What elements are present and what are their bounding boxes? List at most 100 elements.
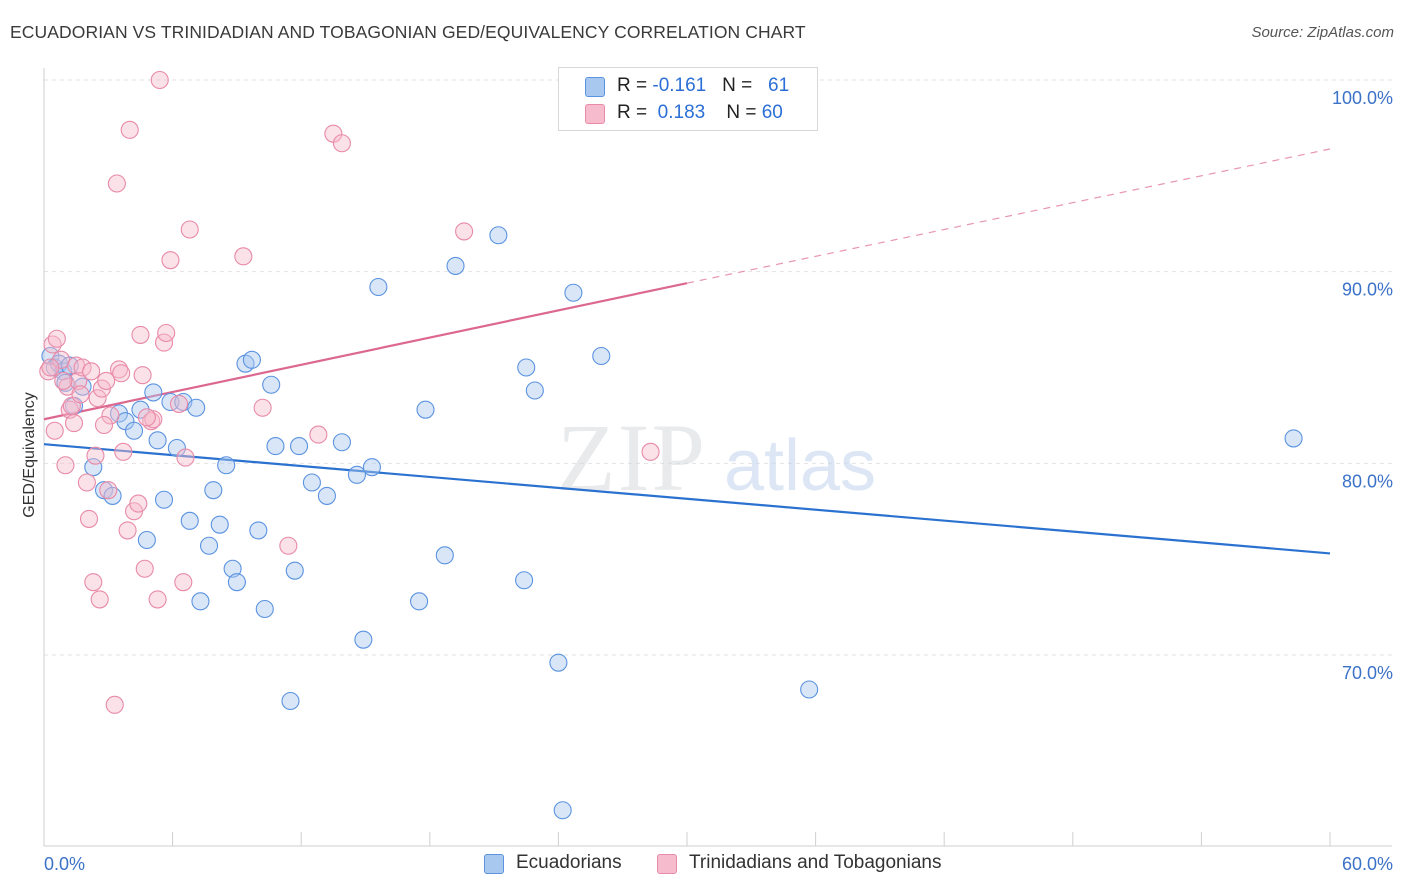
- data-point: [253, 398, 272, 417]
- data-point: [249, 521, 268, 540]
- data-point: [800, 680, 819, 699]
- data-point: [489, 226, 508, 245]
- data-point: [131, 325, 150, 344]
- data-point: [210, 515, 229, 534]
- data-point: [77, 473, 96, 492]
- data-point: [332, 134, 351, 153]
- trend-line: [43, 443, 1331, 555]
- legend-n-value: 61: [768, 75, 790, 96]
- legend-r-label: R =: [617, 75, 653, 96]
- data-point: [242, 350, 261, 369]
- data-point: [88, 389, 107, 408]
- data-point: [309, 425, 328, 444]
- data-point: [416, 400, 435, 419]
- legend-n-value: 60: [761, 102, 783, 123]
- data-point: [112, 364, 131, 383]
- data-point: [266, 437, 285, 456]
- y-tick-label: 80.0%: [1342, 471, 1393, 491]
- y-tick-label: 70.0%: [1342, 663, 1393, 683]
- data-point: [120, 120, 139, 139]
- data-point: [592, 346, 611, 366]
- data-point: [45, 421, 64, 440]
- data-point: [150, 70, 169, 90]
- data-point: [455, 222, 474, 241]
- data-point: [157, 323, 176, 343]
- data-point: [187, 398, 206, 417]
- data-point: [180, 220, 199, 239]
- data-point: [84, 573, 103, 592]
- legend-r-value: 0.183: [657, 102, 706, 123]
- correlation-legend: R = -0.161 N = 61 R = 0.183 N = 60: [558, 67, 818, 131]
- data-point: [107, 174, 126, 193]
- data-point: [332, 433, 351, 452]
- data-point: [285, 561, 304, 580]
- data-point: [56, 456, 75, 475]
- data-point: [73, 358, 92, 377]
- data-point: [94, 415, 114, 435]
- data-point: [133, 366, 152, 385]
- legend-swatch-trinidadians: [585, 104, 605, 124]
- x-tick-labels: 0.0% 60.0%: [44, 854, 1393, 874]
- data-point: [86, 446, 105, 465]
- data-point: [82, 362, 101, 381]
- data-point: [99, 481, 118, 500]
- bottom-legend-swatch-ecuadorians: [484, 854, 504, 874]
- data-point: [446, 256, 465, 275]
- trend-line-extension: [686, 148, 1331, 284]
- data-point: [227, 573, 246, 592]
- data-point: [1284, 429, 1303, 448]
- data-point: [410, 592, 429, 611]
- data-point: [114, 442, 133, 461]
- data-point: [124, 421, 144, 440]
- data-point: [302, 473, 321, 492]
- legend-r-label: R =: [617, 102, 653, 123]
- data-point: [137, 530, 156, 550]
- legend-r-value: -0.161: [652, 75, 707, 96]
- data-point: [354, 630, 373, 649]
- data-point: [161, 251, 180, 270]
- data-point: [41, 358, 60, 377]
- data-point: [347, 465, 366, 484]
- data-point: [69, 371, 88, 390]
- data-point: [148, 590, 167, 609]
- chart-title: ECUADORIAN VS TRINIDADIAN AND TOBAGONIAN…: [10, 22, 806, 42]
- bottom-legend-swatch-trinidadians: [657, 854, 677, 874]
- data-point: [369, 277, 388, 297]
- data-point: [118, 521, 137, 540]
- data-point: [79, 509, 99, 528]
- data-points: [39, 70, 1303, 820]
- data-point: [154, 490, 174, 509]
- data-point: [217, 456, 236, 475]
- data-point: [144, 383, 163, 402]
- watermark: ZIP atlas: [557, 404, 876, 511]
- data-point: [174, 573, 193, 592]
- data-point: [262, 375, 281, 394]
- legend-n-label: N =: [726, 102, 762, 123]
- y-axis-label: GED/Equivalency: [21, 392, 38, 518]
- data-point: [279, 536, 298, 555]
- data-point: [435, 546, 454, 565]
- data-point: [641, 442, 660, 461]
- data-point: [317, 486, 336, 505]
- data-point: [135, 559, 154, 578]
- data-point: [47, 329, 66, 348]
- data-point: [223, 559, 242, 578]
- x-tick-label: 0.0%: [44, 854, 85, 874]
- trend-lines: [43, 148, 1331, 555]
- bottom-legend-label-ecuadorians: Ecuadorians: [516, 852, 622, 873]
- data-point: [101, 406, 120, 425]
- data-point: [84, 458, 103, 477]
- data-point: [549, 653, 568, 672]
- data-point: [176, 448, 195, 467]
- data-point: [255, 599, 274, 619]
- data-point: [180, 511, 199, 530]
- x-tick-label: 60.0%: [1342, 854, 1393, 874]
- data-point: [515, 571, 534, 590]
- data-point: [362, 458, 381, 477]
- data-point: [144, 410, 163, 429]
- data-point: [64, 414, 84, 433]
- data-point: [131, 400, 150, 419]
- data-point: [90, 590, 109, 609]
- data-point: [234, 247, 253, 266]
